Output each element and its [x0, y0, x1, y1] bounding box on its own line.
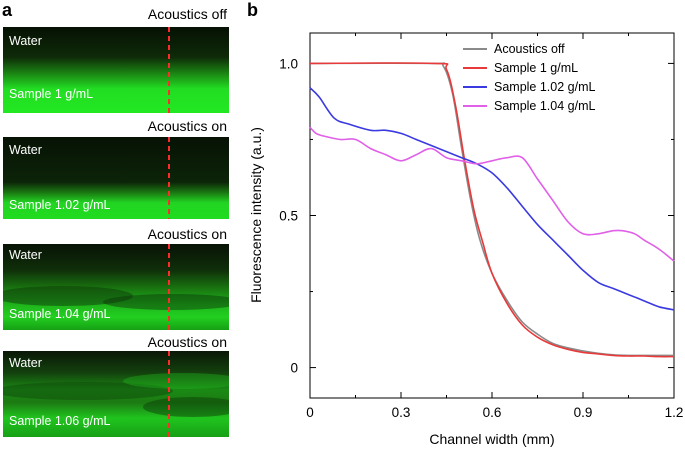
micrograph-1-image [3, 27, 229, 113]
legend-label-3: Sample 1.02 g/mL [494, 80, 595, 94]
series-line-1 [309, 62, 674, 357]
x-tick-label: 0 [306, 405, 314, 420]
micrograph-1: Water Sample 1 g/mL [3, 27, 229, 113]
panel-a-letter: a [2, 0, 13, 20]
series-line-4 [309, 126, 675, 262]
x-tick-label: 0.3 [392, 405, 411, 420]
micrograph-2: Water Sample 1.02 g/mL [3, 137, 229, 219]
micrograph-caption-2: Acoustics on [147, 118, 227, 134]
micrograph-caption-4: Acoustics on [147, 334, 227, 350]
micrograph-3-image [3, 244, 229, 330]
panel-b-letter: b [247, 0, 258, 20]
x-axis-title: Channel width (mm) [429, 431, 554, 447]
series-line-3 [309, 87, 675, 311]
chart-axes [309, 32, 675, 399]
plot-frame [309, 32, 675, 399]
y-tick-label: 0 [290, 361, 298, 376]
x-tick-label: 0.6 [483, 405, 502, 420]
chart-ticks: 0 0.3 0.6 0.9 1.2 0 0.5 1.0 [279, 33, 683, 420]
micrograph-2-image [3, 137, 229, 219]
micrograph-4: Water Sample 1.06 g/mL [3, 351, 229, 437]
water-label: Water [9, 143, 42, 157]
y-tick-label: 1.0 [279, 56, 298, 71]
legend-label-4: Sample 1.04 g/mL [494, 99, 595, 113]
micrograph-4-image [3, 351, 229, 437]
sample-label: Sample 1.02 g/mL [9, 198, 111, 212]
sample-label: Sample 1.04 g/mL [9, 307, 111, 321]
water-label: Water [9, 34, 42, 48]
micrograph-caption-1: Acoustics off [147, 6, 227, 22]
chart-legend: Acoustics off Sample 1 g/mL Sample 1.02 g/… [463, 42, 595, 113]
chart-series [309, 62, 675, 358]
sample-label: Sample 1 g/mL [9, 87, 94, 101]
legend-label-2: Sample 1 g/mL [494, 61, 578, 75]
legend-label-1: Acoustics off [494, 42, 565, 56]
micrograph-3: Water Sample 1.04 g/mL [3, 244, 229, 330]
x-tick-label: 1.2 [665, 405, 684, 420]
micrograph-caption-3: Acoustics on [147, 226, 227, 242]
water-label: Water [9, 356, 42, 370]
y-tick-label: 0.5 [279, 209, 298, 224]
water-label: Water [9, 248, 42, 262]
sample-label: Sample 1.06 g/mL [9, 414, 111, 428]
fluorescence-chart: 0 0.3 0.6 0.9 1.2 0 0.5 1.0 Acoustics off Sample… [248, 32, 683, 447]
y-axis-title: Fluorescence intensity (a.u.) [248, 127, 264, 303]
series-line-2 [309, 62, 675, 358]
x-tick-label: 0.9 [574, 405, 593, 420]
